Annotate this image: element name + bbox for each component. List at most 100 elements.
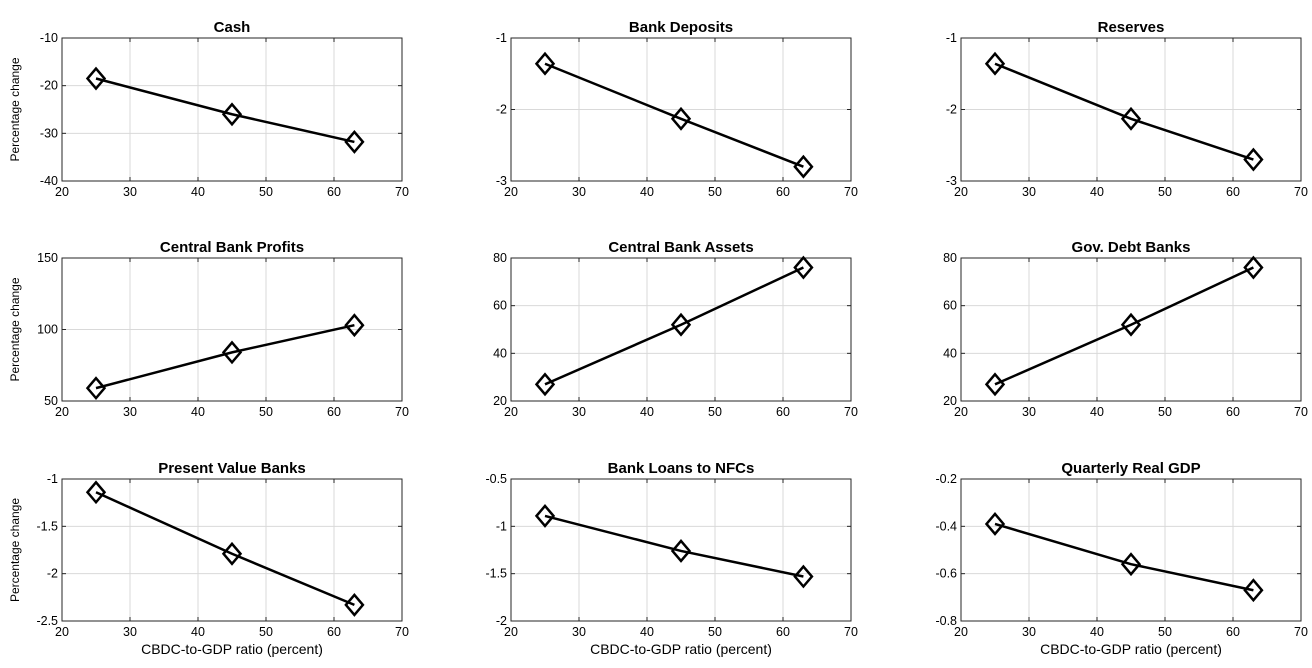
y-tick-label: 60 (493, 299, 507, 313)
x-tick-label: 40 (191, 625, 205, 639)
x-tick-label: 40 (640, 185, 654, 199)
y-tick-label: -1.5 (485, 567, 507, 581)
y-tick-label: 80 (493, 251, 507, 265)
series-line (95, 77, 355, 144)
axes-box (61, 37, 403, 182)
y-tick-label: -0.2 (935, 472, 957, 486)
x-tick-label: 50 (708, 625, 722, 639)
x-tick-label: 50 (1158, 185, 1172, 199)
x-tick-label: 60 (327, 405, 341, 419)
x-tick-label: 20 (954, 625, 968, 639)
x-tick-label: 40 (191, 185, 205, 199)
subplot-title: Central Bank Assets (608, 239, 753, 256)
axes-box (510, 478, 852, 622)
x-tick-label: 40 (1090, 185, 1104, 199)
y-tick-label: -3 (946, 174, 957, 188)
subplot-title: Central Bank Profits (160, 239, 304, 256)
x-axis-label: CBDC-to-GDP ratio (percent) (1040, 641, 1222, 657)
x-tick-label: 50 (259, 185, 273, 199)
series-line (994, 266, 1254, 386)
y-tick-label: -1.5 (36, 519, 58, 533)
x-axis-label: CBDC-to-GDP ratio (percent) (590, 641, 772, 657)
subplot-7: 20 30 40 50 60 70 -2.5 -2 -1.5 -1 Present Value Ba… (8, 460, 409, 657)
data-point-marker (1243, 255, 1264, 280)
data-point-marker (670, 539, 692, 563)
data-point-marker (793, 154, 814, 179)
x-tick-label: 60 (1226, 625, 1240, 639)
data-point-marker (221, 541, 243, 566)
series-line (544, 62, 804, 168)
y-tick-label: 50 (44, 394, 58, 408)
data-point-marker (793, 564, 814, 589)
series-line (95, 491, 355, 607)
data-point-marker (344, 592, 365, 617)
axes-box (960, 257, 1302, 402)
subplot-title: Gov. Debt Banks (1072, 239, 1191, 256)
plot-area (961, 479, 1301, 621)
x-tick-label: 40 (1090, 405, 1104, 419)
plot-area (511, 258, 851, 401)
data-point-marker (984, 372, 1006, 397)
data-point-marker (344, 313, 365, 338)
y-axis-label: Percentage change (8, 498, 22, 602)
y-tick-label: 40 (943, 346, 957, 360)
y-tick-label: -0.4 (935, 519, 957, 533)
x-tick-label: 40 (191, 405, 205, 419)
data-point-marker (221, 340, 243, 365)
subplot-title: Cash (214, 19, 251, 36)
x-tick-label: 60 (776, 185, 790, 199)
data-point-marker (221, 102, 243, 127)
y-tick-label: 80 (943, 251, 957, 265)
y-tick-label: -2 (496, 614, 507, 628)
x-tick-label: 60 (1226, 405, 1240, 419)
x-tick-label: 70 (1294, 185, 1308, 199)
x-tick-label: 20 (55, 405, 69, 419)
x-tick-label: 20 (55, 185, 69, 199)
x-tick-label: 50 (259, 625, 273, 639)
y-tick-label: -2 (496, 103, 507, 117)
x-tick-label: 30 (123, 625, 137, 639)
y-tick-label: -1 (496, 519, 507, 533)
x-tick-label: 70 (395, 405, 409, 419)
y-axis-label: Percentage change (8, 57, 22, 161)
data-point-marker (793, 255, 814, 280)
data-point-marker (1120, 106, 1142, 131)
y-tick-label: -0.8 (935, 614, 957, 628)
data-point-marker (670, 106, 692, 131)
data-point-marker (534, 51, 556, 76)
x-tick-label: 20 (504, 625, 518, 639)
plot-area (961, 258, 1301, 401)
x-tick-label: 70 (395, 625, 409, 639)
x-tick-label: 50 (259, 405, 273, 419)
plot-area (62, 38, 402, 181)
series-line (994, 522, 1254, 592)
x-tick-label: 60 (776, 405, 790, 419)
subplot-title: Quarterly Real GDP (1061, 460, 1200, 477)
x-tick-label: 70 (844, 405, 858, 419)
x-tick-label: 40 (640, 625, 654, 639)
x-tick-label: 70 (395, 185, 409, 199)
x-tick-label: 30 (1022, 405, 1036, 419)
series-line (544, 514, 804, 578)
x-tick-label: 50 (708, 405, 722, 419)
x-tick-label: 60 (327, 625, 341, 639)
data-point-marker (85, 66, 107, 91)
y-tick-label: -40 (40, 174, 58, 188)
data-point-marker (670, 312, 692, 337)
axes-box (510, 257, 852, 402)
subplot-8: 20 30 40 50 60 70 -2 -1.5 -1 -0.5 Bank Loans to NF… (485, 460, 858, 657)
subplot-2: 20 30 40 50 60 70 -3 -2 -1 Bank Deposits (496, 19, 858, 199)
data-point-marker (85, 480, 107, 505)
x-tick-label: 40 (1090, 625, 1104, 639)
x-tick-label: 20 (954, 405, 968, 419)
x-tick-label: 50 (708, 185, 722, 199)
x-tick-label: 70 (1294, 405, 1308, 419)
y-tick-label: -3 (496, 174, 507, 188)
x-tick-label: 30 (572, 405, 586, 419)
data-point-marker (344, 129, 365, 154)
axes-box (960, 478, 1302, 622)
x-tick-label: 30 (572, 185, 586, 199)
subplot-title: Bank Loans to NFCs (608, 460, 755, 477)
subplot-4: 20 30 40 50 60 70 50 100 150 Central Bank Profits… (8, 239, 409, 419)
data-point-marker (1243, 147, 1264, 172)
